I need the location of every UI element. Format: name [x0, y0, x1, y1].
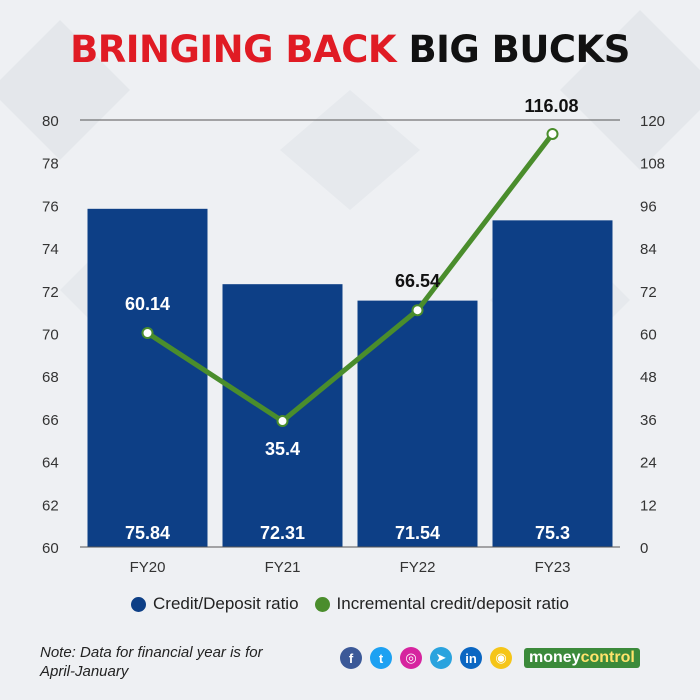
bar-fy20	[87, 208, 208, 548]
right-tick-label-3: 36	[640, 412, 657, 429]
right-tick-label-10: 120	[640, 113, 665, 130]
instagram-icon[interactable]: ◎	[400, 647, 422, 669]
legend-bar-swatch	[131, 596, 147, 612]
line-value-label-0: 60.14	[125, 294, 170, 314]
line-value-label-1: 35.4	[265, 439, 300, 459]
right-tick-label-2: 24	[640, 455, 657, 472]
right-tick-label-0: 0	[640, 540, 648, 557]
line-point-0	[141, 327, 154, 340]
moneycontrol-logo[interactable]: moneycontrol	[524, 648, 640, 668]
page-title: BRINGING BACK BIG BUCKS	[0, 26, 700, 74]
right-tick-label-7: 84	[640, 241, 657, 258]
bar-value-label-1: 72.31	[260, 523, 305, 543]
bar-fy22	[357, 300, 478, 547]
bar-value-label-0: 75.84	[125, 523, 170, 543]
left-tick-label-5: 70	[42, 327, 59, 344]
bar-value-label-2: 71.54	[395, 523, 440, 543]
left-tick-label-2: 64	[42, 455, 59, 472]
line-point-3	[546, 127, 559, 140]
title-dark-part: BIG BUCKS	[408, 28, 630, 71]
bar-value-label-3: 75.3	[535, 523, 570, 543]
title-red-part: BRINGING BACK	[70, 28, 397, 71]
legend: Credit/Deposit ratio Incremental credit/…	[0, 594, 700, 614]
x-tick-label-3: FY23	[535, 559, 571, 576]
linkedin-icon[interactable]: in	[460, 647, 482, 669]
line-point-1	[276, 415, 289, 428]
left-tick-label-1: 62	[42, 497, 59, 514]
facebook-icon[interactable]: f	[340, 647, 362, 669]
x-tick-label-1: FY21	[265, 559, 301, 576]
line-series-incremental	[146, 132, 555, 424]
right-tick-label-1: 12	[640, 497, 657, 514]
x-tick-label-2: FY22	[400, 559, 436, 576]
left-tick-label-4: 68	[42, 369, 59, 386]
line-value-label-2: 66.54	[395, 271, 440, 291]
left-tick-label-7: 74	[42, 241, 59, 258]
legend-label-line: Incremental credit/deposit ratio	[336, 594, 569, 613]
social-bar: f t ◎ ➤ in ◉ moneycontrol	[340, 647, 640, 669]
left-tick-label-6: 72	[42, 284, 59, 301]
left-tick-label-3: 66	[42, 412, 59, 429]
right-tick-label-8: 96	[640, 198, 657, 215]
left-tick-label-8: 76	[42, 198, 59, 215]
legend-line-swatch	[314, 596, 330, 612]
right-tick-label-9: 108	[640, 156, 665, 173]
telegram-icon[interactable]: ➤	[430, 647, 452, 669]
legend-label-bar: Credit/Deposit ratio	[153, 594, 299, 613]
x-tick-label-0: FY20	[130, 559, 166, 576]
line-value-label-3: 116.08	[524, 96, 578, 116]
bar-fy23	[492, 220, 613, 547]
legend-item-line: Incremental credit/deposit ratio	[314, 594, 569, 614]
left-tick-label-9: 78	[42, 156, 59, 173]
left-tick-label-0: 60	[42, 540, 59, 557]
left-tick-label-10: 80	[42, 113, 59, 130]
right-tick-label-5: 60	[640, 327, 657, 344]
right-tick-label-6: 72	[640, 284, 657, 301]
legend-item-bar: Credit/Deposit ratio	[131, 594, 299, 614]
line-point-2	[411, 304, 424, 317]
twitter-icon[interactable]: t	[370, 647, 392, 669]
koo-icon[interactable]: ◉	[490, 647, 512, 669]
footnote: Note: Data for financial year is for Apr…	[40, 644, 263, 680]
right-tick-label-4: 48	[640, 369, 657, 386]
